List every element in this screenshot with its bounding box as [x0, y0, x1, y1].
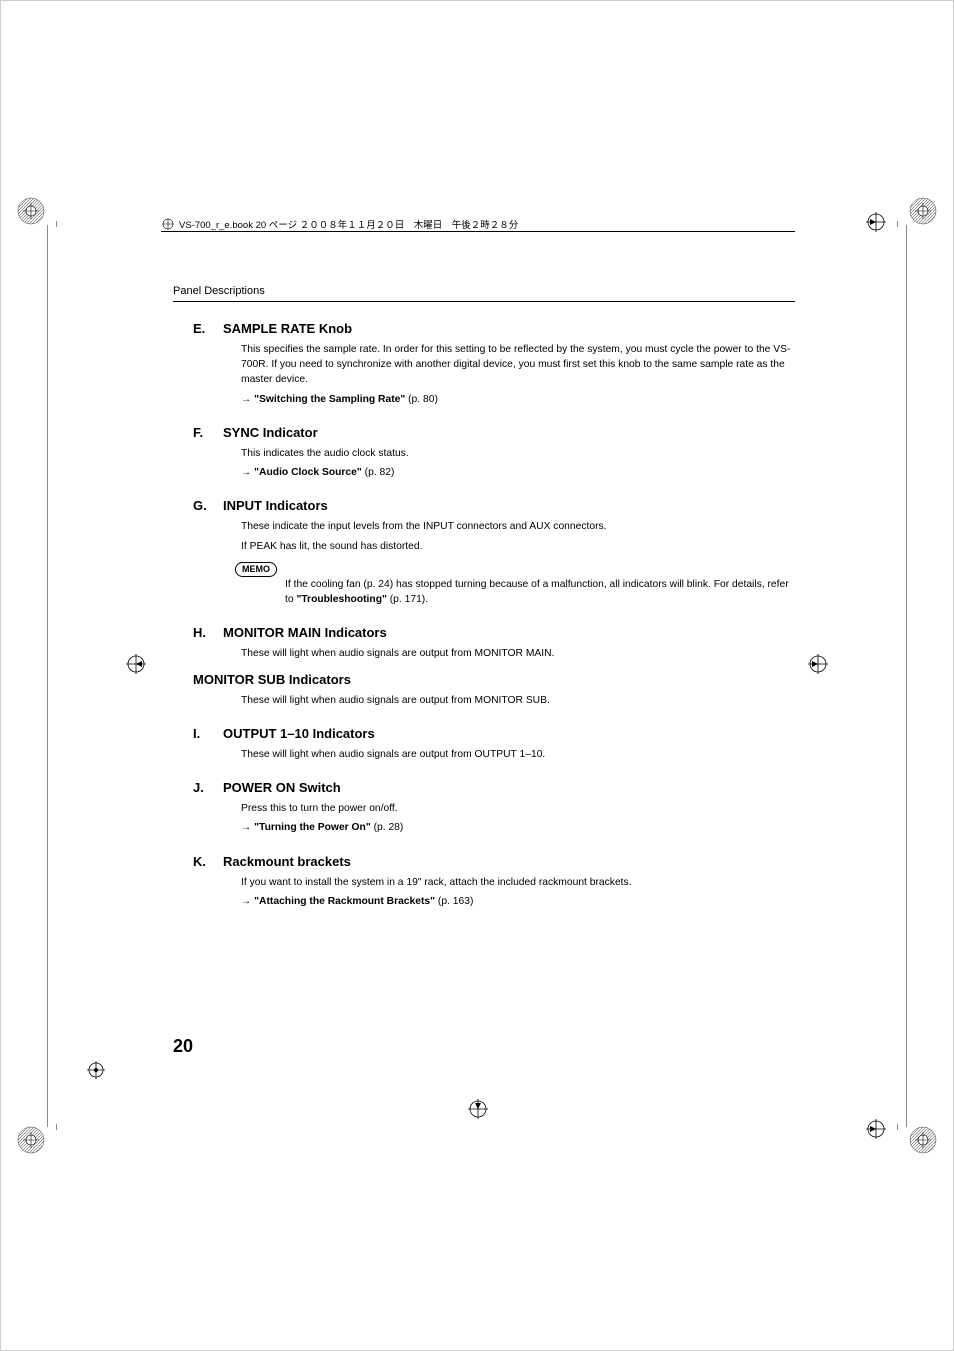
regmark-top-left	[17, 197, 45, 225]
crop-arrow-br-inner	[863, 1116, 889, 1142]
target-icon	[161, 217, 175, 231]
side-rule-right	[906, 225, 907, 1127]
memo-label: MEMO	[235, 562, 277, 577]
subsection-title: MONITOR SUB Indicators	[193, 672, 795, 687]
crop-arrow-tr-inner	[863, 209, 889, 235]
para: These will light when audio signals are …	[241, 747, 795, 762]
regmark-top-right	[909, 197, 937, 225]
section-letter: H.	[193, 625, 209, 640]
header-line: VS-700_r_e.book 20 ページ ２００８年１１月２０日 木曜日 午…	[161, 217, 518, 231]
crop-dot-lower-left	[83, 1057, 109, 1083]
tick-bottom-left	[56, 1124, 57, 1130]
section-j: J. POWER ON Switch Press this to turn th…	[193, 780, 795, 835]
section-letter: K.	[193, 854, 209, 869]
page-number: 20	[173, 1036, 193, 1057]
section-f: F. SYNC Indicator This indicates the aud…	[193, 425, 795, 480]
memo-body: If the cooling fan (p. 24) has stopped t…	[241, 577, 795, 607]
running-head-rule	[173, 301, 795, 302]
section-i: I. OUTPUT 1–10 Indicators These will lig…	[193, 726, 795, 762]
para: Press this to turn the power on/off.	[241, 801, 795, 816]
xref: → "Switching the Sampling Rate" (p. 80)	[241, 392, 795, 407]
side-rule-left	[47, 225, 48, 1127]
xref: → "Attaching the Rackmount Brackets" (p.…	[241, 894, 795, 909]
section-title: SYNC Indicator	[223, 425, 318, 440]
para: This indicates the audio clock status.	[241, 446, 795, 461]
para: These indicate the input levels from the…	[241, 519, 795, 534]
section-title: Rackmount brackets	[223, 854, 351, 869]
xref: → "Turning the Power On" (p. 28)	[241, 820, 795, 835]
crop-arrow-mid-right	[805, 651, 831, 677]
section-k: K. Rackmount brackets If you want to ins…	[193, 854, 795, 909]
crop-arrow-mid-left	[123, 651, 149, 677]
section-letter: I.	[193, 726, 209, 741]
section-title: OUTPUT 1–10 Indicators	[223, 726, 375, 741]
tick-top-right	[897, 221, 898, 227]
section-e: E. SAMPLE RATE Knob This specifies the s…	[193, 321, 795, 407]
para: These will light when audio signals are …	[241, 646, 795, 661]
section-title: MONITOR MAIN Indicators	[223, 625, 387, 640]
section-title: POWER ON Switch	[223, 780, 341, 795]
section-title: SAMPLE RATE Knob	[223, 321, 352, 336]
tick-top-left	[56, 221, 57, 227]
section-g: G. INPUT Indicators These indicate the i…	[193, 498, 795, 607]
para: This specifies the sample rate. In order…	[241, 342, 795, 388]
section-letter: G.	[193, 498, 209, 513]
regmark-bottom-left	[17, 1126, 45, 1154]
xref: → "Audio Clock Source" (p. 82)	[241, 465, 795, 480]
regmark-bottom-right	[909, 1126, 937, 1154]
crop-arrow-bottom-center	[465, 1096, 491, 1122]
content: E. SAMPLE RATE Knob This specifies the s…	[193, 321, 795, 927]
para: These will light when audio signals are …	[241, 693, 795, 708]
header-rule	[161, 231, 795, 232]
section-letter: E.	[193, 321, 209, 336]
para: If you want to install the system in a 1…	[241, 875, 795, 890]
section-h: H. MONITOR MAIN Indicators These will li…	[193, 625, 795, 707]
section-letter: J.	[193, 780, 209, 795]
tick-bottom-right	[897, 1124, 898, 1130]
running-head: Panel Descriptions	[173, 285, 265, 297]
header-text: VS-700_r_e.book 20 ページ ２００８年１１月２０日 木曜日 午…	[179, 217, 518, 231]
para: If PEAK has lit, the sound has distorted…	[241, 539, 795, 554]
section-title: INPUT Indicators	[223, 498, 328, 513]
page: VS-700_r_e.book 20 ページ ２００８年１１月２０日 木曜日 午…	[0, 0, 954, 1351]
section-letter: F.	[193, 425, 209, 440]
